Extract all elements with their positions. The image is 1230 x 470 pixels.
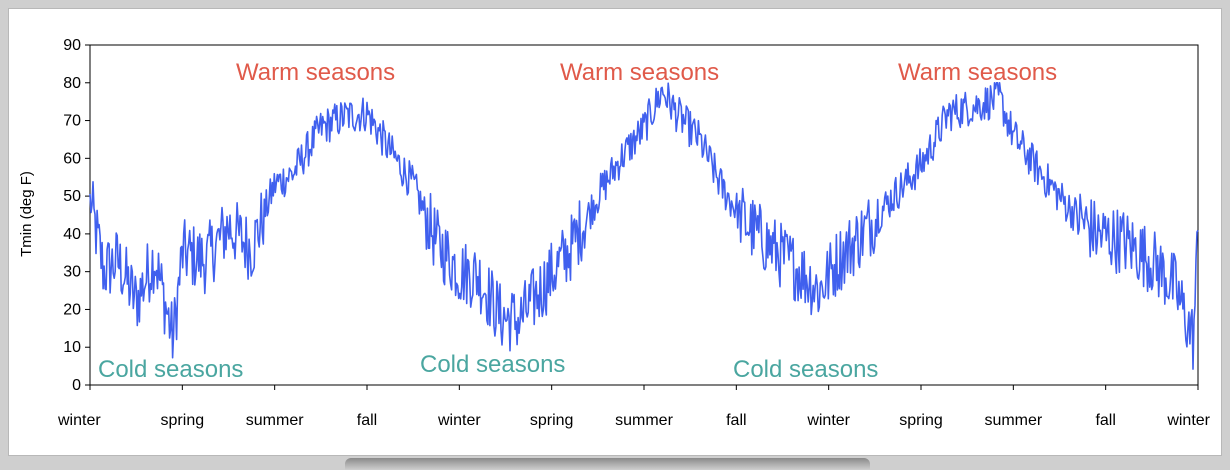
y-tick-label: 40 <box>63 226 81 243</box>
x-tick-label: winter <box>57 412 101 429</box>
x-tick-label: summer <box>984 412 1042 429</box>
x-ticks: winter spring summer fall winter spring summer… <box>57 385 1211 429</box>
x-tick-label: fall <box>1095 412 1115 429</box>
x-tick-label: fall <box>357 412 377 429</box>
x-tick-label: fall <box>726 412 746 429</box>
cold-seasons-annotation: Cold seasons <box>733 356 878 383</box>
y-tick-label: 90 <box>63 37 81 54</box>
y-tick-label: 10 <box>63 339 81 356</box>
y-tick-label: 60 <box>63 150 81 167</box>
warm-seasons-annotation: Warm seasons <box>560 59 719 86</box>
plot-border <box>89 44 1199 386</box>
x-tick-label: summer <box>246 412 304 429</box>
axes <box>89 44 1199 386</box>
warm-seasons-annotation: Warm seasons <box>236 59 395 86</box>
y-tick-label: 30 <box>63 264 81 281</box>
x-tick-label: winter <box>806 412 850 429</box>
x-tick-label: spring <box>899 412 943 429</box>
x-tick-label: spring <box>530 412 574 429</box>
y-tick-label: 70 <box>63 113 81 130</box>
x-tick-label: winter <box>1166 412 1210 429</box>
bottom-shadow <box>345 458 870 470</box>
x-tick-label: winter <box>437 412 481 429</box>
cold-seasons-annotation: Cold seasons <box>98 356 243 383</box>
cold-seasons-annotation: Cold seasons <box>420 351 565 378</box>
y-tick-label: 80 <box>63 75 81 92</box>
tmin-series-line <box>89 82 1199 370</box>
x-tick-label: spring <box>161 412 205 429</box>
y-tick-label: 20 <box>63 301 81 318</box>
y-tick-label: 0 <box>72 377 81 394</box>
y-axis-label: Tmin (deg F) <box>18 171 35 257</box>
y-ticks: 0 10 20 30 40 50 60 70 80 90 <box>63 37 90 394</box>
x-tick-label: summer <box>615 412 673 429</box>
warm-seasons-annotation: Warm seasons <box>898 59 1057 86</box>
annotations: Warm seasons Warm seasons Warm seasons Cold… <box>98 59 1057 383</box>
y-tick-label: 50 <box>63 188 81 205</box>
